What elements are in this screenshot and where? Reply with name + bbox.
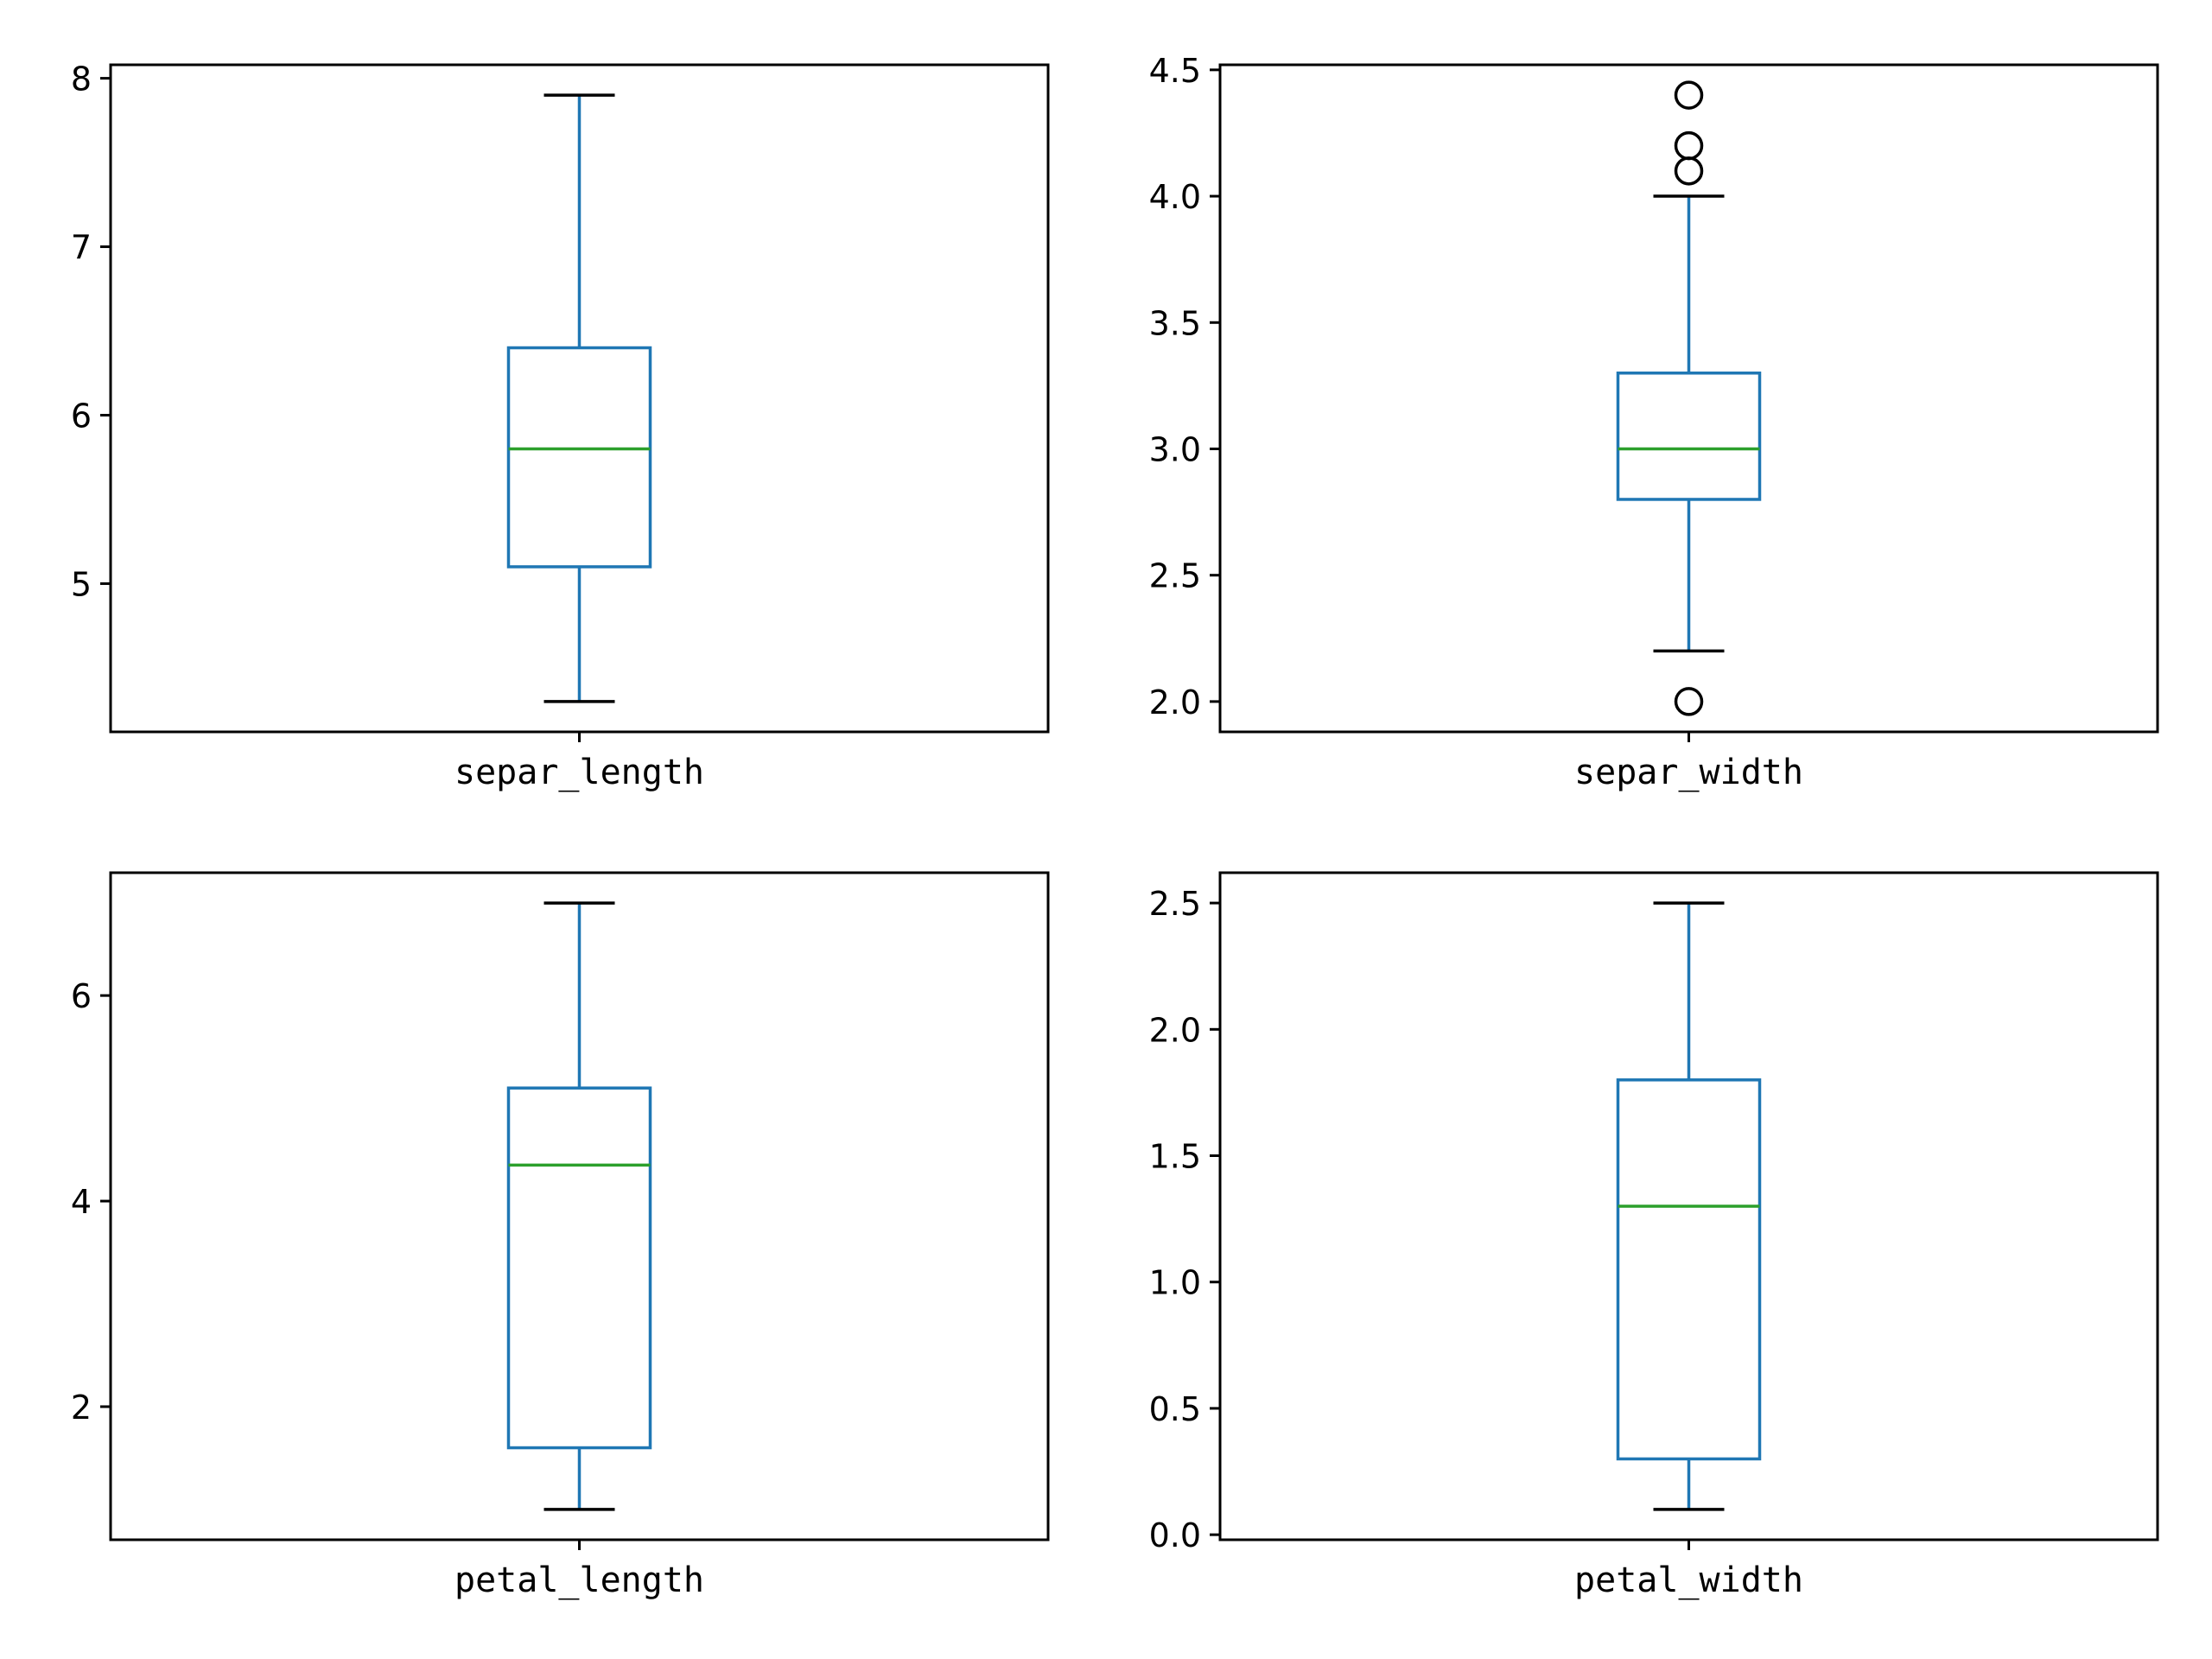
iqr-box [506, 1086, 652, 1450]
iqr-box [1616, 372, 1762, 501]
outlier-point [1674, 80, 1704, 110]
box-plot-panel-1: 5 6 7 8 separ_length [71, 60, 1050, 792]
y-tick-label: 2.5 [1149, 885, 1201, 923]
y-tick-label: 2.5 [1149, 557, 1201, 595]
x-tick-label: petal_length [454, 1560, 704, 1600]
x-tick-label: separ_length [454, 753, 704, 792]
box-plot-panel-4: 0.0 0.5 1.0 1.5 2.0 2.5 petal_width [1149, 871, 2159, 1600]
y-tick-label: 4 [71, 1183, 92, 1221]
y-tick-label: 6 [71, 977, 92, 1015]
box-plot-panel-3: 2 4 6 petal_length [71, 871, 1050, 1600]
y-tick-label: 4.0 [1149, 178, 1201, 216]
iqr-box [1616, 1078, 1762, 1461]
outlier-point [1674, 687, 1704, 716]
y-tick-label: 6 [71, 397, 92, 435]
y-tick-label: 2 [71, 1389, 92, 1427]
y-tick-label: 4.5 [1149, 52, 1201, 90]
y-tick-label: 0.5 [1149, 1390, 1201, 1428]
y-tick-label: 5 [71, 565, 92, 603]
outlier-point [1674, 130, 1704, 161]
y-tick-label: 7 [71, 229, 92, 267]
x-tick-label: petal_width [1574, 1560, 1803, 1600]
y-tick-label: 2.0 [1149, 1011, 1201, 1049]
y-tick-label: 3.5 [1149, 304, 1201, 342]
y-tick-label: 0.0 [1149, 1516, 1201, 1554]
y-tick-label: 1.0 [1149, 1264, 1201, 1302]
outlier-point [1674, 156, 1704, 186]
box-plot-panel-2: 2.0 2.5 3.0 3.5 4.0 4.5 separ_width [1149, 52, 2159, 792]
iqr-box [506, 346, 652, 569]
x-tick-label: separ_width [1574, 753, 1803, 792]
y-tick-label: 2.0 [1149, 683, 1201, 721]
y-tick-label: 1.5 [1149, 1138, 1201, 1176]
y-tick-label: 8 [71, 60, 92, 99]
y-tick-label: 3.0 [1149, 430, 1201, 468]
